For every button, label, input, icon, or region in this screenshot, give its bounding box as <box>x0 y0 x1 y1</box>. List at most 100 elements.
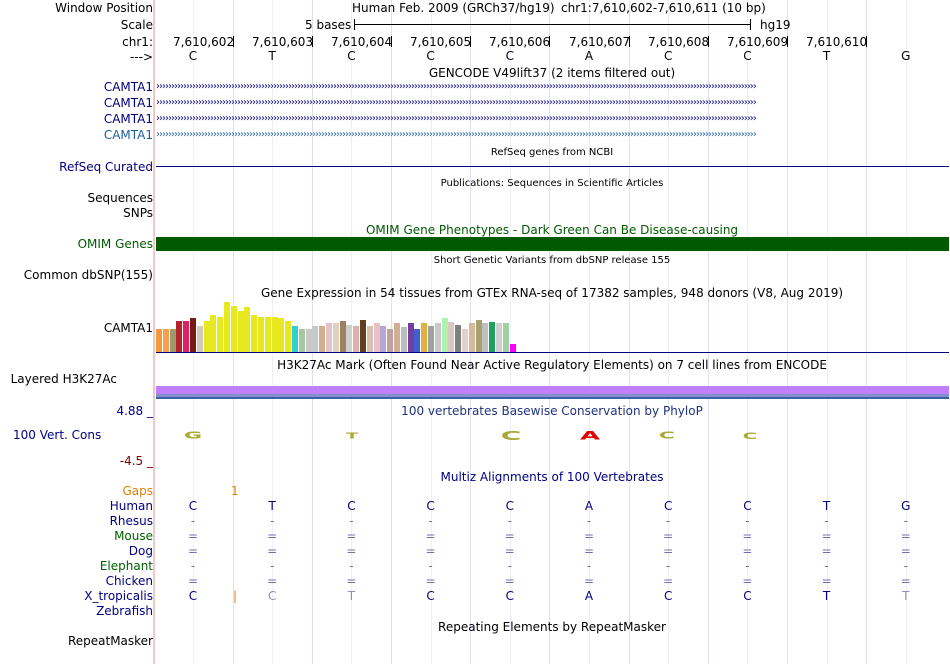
gtex-tissue-bar[interactable] <box>428 326 434 352</box>
alignment-base: - <box>428 559 433 573</box>
gtex-expression-bars[interactable] <box>156 300 556 352</box>
gtex-tissue-bar[interactable] <box>176 321 182 352</box>
refseq-label[interactable]: RefSeq Curated <box>59 160 153 174</box>
gencode-track-label-3[interactable]: CAMTA1 <box>103 112 153 126</box>
gtex-tissue-bar[interactable] <box>394 323 400 352</box>
gtex-tissue-bar[interactable] <box>503 323 509 352</box>
alignment-base: - <box>824 559 829 573</box>
alignment-base: - <box>349 514 354 528</box>
species-label[interactable]: Elephant <box>99 559 153 573</box>
gtex-tissue-bar[interactable] <box>292 326 298 352</box>
gencode-transcript-2[interactable]: ››››››››››››››››››››››››››››››››››››››››… <box>156 97 757 108</box>
gtex-tissue-bar[interactable] <box>374 323 380 352</box>
gencode-track-label-1[interactable]: CAMTA1 <box>103 80 153 94</box>
species-label[interactable]: Human <box>109 499 153 513</box>
gtex-tissue-bar[interactable] <box>285 321 291 352</box>
gtex-tissue-bar[interactable] <box>197 326 203 352</box>
gtex-tissue-bar[interactable] <box>408 323 414 352</box>
dbsnp-label[interactable]: Common dbSNP(155) <box>23 268 153 282</box>
gtex-tissue-bar[interactable] <box>183 321 189 352</box>
h3k27ac-signal-band[interactable] <box>156 386 949 394</box>
gtex-tissue-bar[interactable] <box>231 306 237 352</box>
alignment-base: = <box>187 574 199 588</box>
gtex-tissue-bar[interactable] <box>489 322 495 352</box>
gtex-tissue-bar[interactable] <box>482 323 488 352</box>
gtex-tissue-bar[interactable] <box>272 317 278 352</box>
gtex-tissue-bar[interactable] <box>401 327 407 352</box>
gtex-tissue-bar[interactable] <box>476 320 482 352</box>
refseq-gene-line[interactable] <box>156 166 949 167</box>
gtex-tissue-bar[interactable] <box>306 329 312 352</box>
gtex-tissue-bar[interactable] <box>326 323 332 352</box>
repeatmasker-title: Repeating Elements by RepeatMasker <box>438 620 666 634</box>
gtex-tissue-bar[interactable] <box>156 329 162 352</box>
conservation-title: 100 vertebrates Basewise Conservation by… <box>401 404 703 418</box>
omim-label[interactable]: OMIM Genes <box>77 237 153 251</box>
base-letter: C <box>505 49 514 63</box>
gtex-tissue-bar[interactable] <box>163 329 169 352</box>
gencode-transcript-1[interactable]: ››››››››››››››››››››››››››››››››››››››››… <box>156 81 757 92</box>
base-letter: G <box>901 49 911 63</box>
gtex-tissue-bar[interactable] <box>469 323 475 352</box>
repeatmasker-label[interactable]: RepeatMasker <box>67 634 153 648</box>
omim-phenotype-bar[interactable] <box>156 237 949 251</box>
gencode-transcript-3[interactable]: ››››››››››››››››››››››››››››››››››››››››… <box>156 113 757 124</box>
species-label[interactable]: Rhesus <box>109 514 153 528</box>
gtex-tissue-bar[interactable] <box>258 317 264 352</box>
gtex-tissue-bar[interactable] <box>340 321 346 352</box>
conservation-label[interactable]: 100 Vert. Cons <box>13 428 102 442</box>
gtex-tissue-bar[interactable] <box>346 325 352 352</box>
gtex-tissue-bar[interactable] <box>353 326 359 352</box>
species-label[interactable]: Chicken <box>105 574 153 588</box>
gtex-gene-label[interactable]: CAMTA1 <box>103 321 153 335</box>
gtex-tissue-bar[interactable] <box>210 315 216 352</box>
alignment-base: - <box>349 559 354 573</box>
base-letter: C <box>743 49 752 63</box>
gtex-tissue-bar[interactable] <box>462 329 468 352</box>
publications-snps-label[interactable]: SNPs <box>123 206 153 220</box>
gtex-tissue-bar[interactable] <box>435 323 441 352</box>
gtex-tissue-bar[interactable] <box>224 302 230 352</box>
species-label[interactable]: Mouse <box>114 529 153 543</box>
gtex-tissue-bar[interactable] <box>265 317 271 352</box>
conservation-glyph: A <box>579 429 601 443</box>
gtex-tissue-bar[interactable] <box>414 329 420 352</box>
gtex-tissue-bar[interactable] <box>333 323 339 352</box>
gtex-tissue-bar[interactable] <box>244 307 250 352</box>
gtex-tissue-bar[interactable] <box>380 326 386 352</box>
gtex-tissue-bar[interactable] <box>496 323 502 352</box>
gtex-tissue-bar[interactable] <box>455 325 461 352</box>
h3k27ac-label[interactable]: Layered H3K27Ac <box>10 372 117 386</box>
gtex-tissue-bar[interactable] <box>319 326 325 352</box>
gencode-track-label-2[interactable]: CAMTA1 <box>103 96 153 110</box>
gtex-tissue-bar[interactable] <box>278 318 284 352</box>
gencode-transcript-4[interactable]: ››››››››››››››››››››››››››››››››››››››››… <box>156 129 757 140</box>
gtex-tissue-bar[interactable] <box>170 329 176 352</box>
species-label[interactable]: X_tropicalis <box>84 589 153 603</box>
gtex-tissue-bar[interactable] <box>510 344 516 352</box>
publications-sequences-label[interactable]: Sequences <box>87 191 153 205</box>
alignment-base: = <box>425 529 436 543</box>
gtex-tissue-bar[interactable] <box>421 323 427 352</box>
gtex-tissue-bar[interactable] <box>217 317 223 352</box>
gtex-tissue-bar[interactable] <box>190 318 196 352</box>
gaps-label[interactable]: Gaps <box>122 484 153 498</box>
gtex-tissue-bar[interactable] <box>448 322 454 352</box>
gtex-tissue-bar[interactable] <box>367 326 373 352</box>
species-label[interactable]: Zebrafish <box>96 604 153 618</box>
gtex-tissue-bar[interactable] <box>251 315 257 352</box>
gtex-tissue-bar[interactable] <box>299 329 305 352</box>
scale-db: hg19 <box>760 18 791 32</box>
gtex-tissue-bar[interactable] <box>360 320 366 352</box>
gtex-tissue-bar[interactable] <box>204 321 210 352</box>
gtex-tissue-bar[interactable] <box>238 311 244 352</box>
gencode-track-label-4[interactable]: CAMTA1 <box>103 128 153 142</box>
coordinate-tick-label: 7,610,604 <box>331 35 393 49</box>
gtex-tissue-bar[interactable] <box>442 318 448 352</box>
gridline <box>510 0 511 664</box>
gtex-tissue-bar[interactable] <box>387 329 393 352</box>
species-label[interactable]: Dog <box>128 544 153 558</box>
gtex-tissue-bar[interactable] <box>312 326 318 352</box>
alignment-base: - <box>507 514 512 528</box>
